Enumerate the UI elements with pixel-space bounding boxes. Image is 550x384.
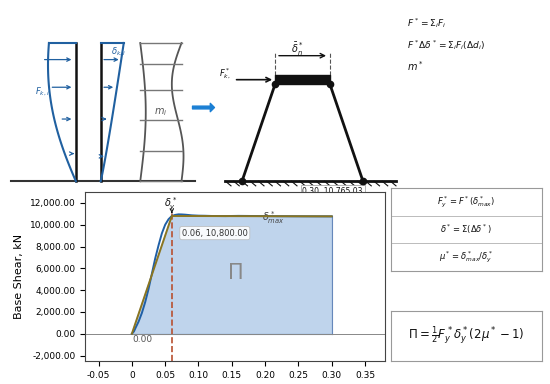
- Text: $F_{k,i}$: $F_{k,i}$: [36, 86, 50, 98]
- Text: $\Pi$: $\Pi$: [227, 263, 243, 283]
- Text: $m^*$: $m^*$: [407, 59, 424, 73]
- Text: $m_i$: $m_i$: [154, 106, 168, 118]
- Text: $F^* = \Sigma_i F_i$: $F^* = \Sigma_i F_i$: [407, 17, 447, 30]
- Polygon shape: [132, 216, 332, 334]
- Y-axis label: Base Shear, kN: Base Shear, kN: [14, 234, 24, 319]
- Text: $\mu^* = \delta^*_{max}/\delta_y^*$: $\mu^* = \delta^*_{max}/\delta_y^*$: [439, 249, 493, 265]
- Text: $\Pi = \frac{1}{2}F_y^*\delta_y^*(2\mu^* - 1)$: $\Pi = \frac{1}{2}F_y^*\delta_y^*(2\mu^*…: [408, 325, 524, 347]
- Text: $F^*\Delta\delta^* = \Sigma_i F_i(\Delta d_i)$: $F^*\Delta\delta^* = \Sigma_i F_i(\Delta…: [407, 38, 485, 51]
- Text: 0.30, 10,765.03: 0.30, 10,765.03: [302, 187, 363, 196]
- Text: $\delta^* = \Sigma(\Delta\delta^*)$: $\delta^* = \Sigma(\Delta\delta^*)$: [441, 223, 492, 236]
- Text: $\delta_y^*$: $\delta_y^*$: [164, 196, 177, 213]
- Text: $m^*$: $m^*$: [294, 73, 311, 86]
- Text: 0.06, 10,800.00: 0.06, 10,800.00: [182, 228, 248, 238]
- Text: $F_{k,}^*$: $F_{k,}^*$: [219, 66, 231, 81]
- Text: 0.00: 0.00: [133, 336, 153, 344]
- Text: $F_y^* = F^*(\delta^*_{max})$: $F_y^* = F^*(\delta^*_{max})$: [437, 194, 495, 210]
- Text: $\delta^*_{max}$: $\delta^*_{max}$: [262, 210, 284, 227]
- Text: $\bar{\delta}_n^*$: $\bar{\delta}_n^*$: [291, 41, 303, 58]
- Text: $\delta_{k,i}$: $\delta_{k,i}$: [111, 46, 126, 58]
